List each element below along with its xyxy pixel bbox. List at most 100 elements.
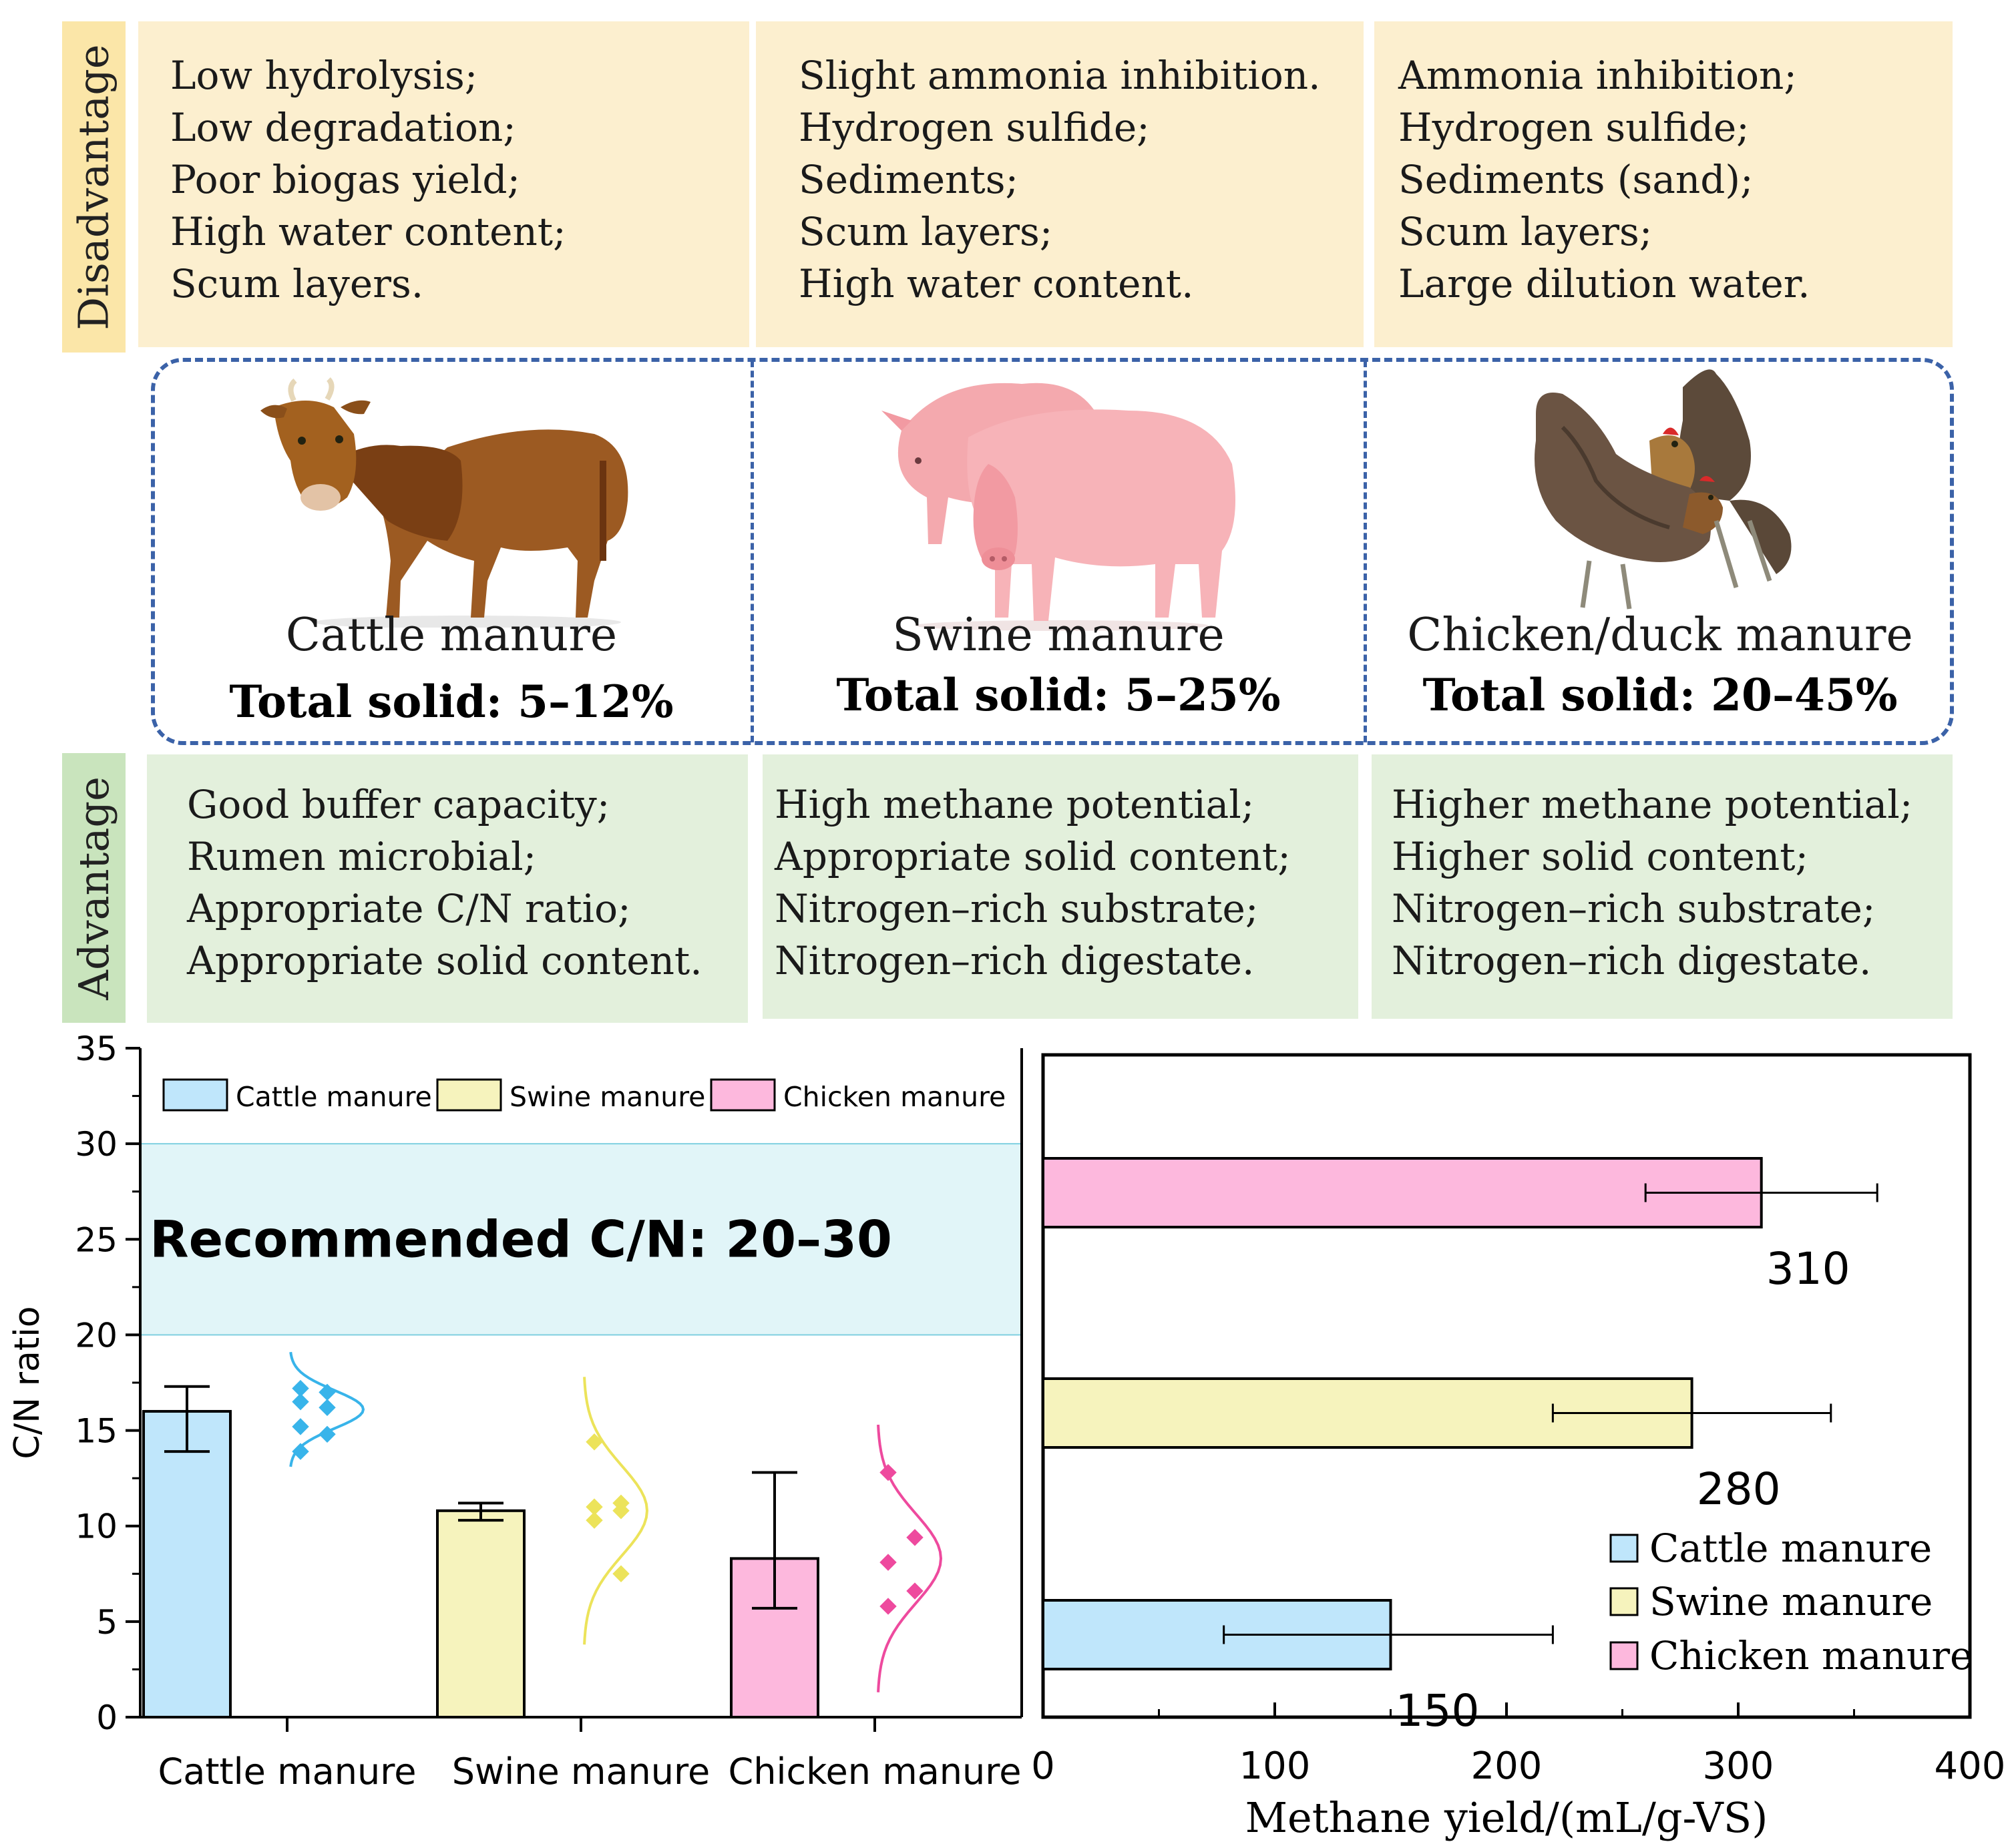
advantage-box-swine: High methane potential; Appropriate soli…	[763, 754, 1358, 1019]
legend-swatch	[710, 1078, 776, 1112]
animal-name-swine: Swine manure	[892, 609, 1225, 662]
advantage-item: High methane potential;	[775, 782, 1255, 827]
data-point	[612, 1565, 630, 1583]
advantage-item: Good buffer capacity;	[187, 782, 610, 827]
recommended-band	[140, 1143, 1022, 1336]
y-tick-label: 25	[75, 1220, 118, 1259]
data-label: 150	[1396, 1685, 1480, 1737]
x-tick-label: 200	[1471, 1745, 1543, 1788]
x-tick-label: Swine manure	[452, 1751, 710, 1793]
disadvantage-box-swine: Slight ammonia inhibition. Hydrogen sulf…	[756, 21, 1364, 347]
bar-cattle-manure	[1042, 1599, 1392, 1670]
advantage-item: Higher solid content;	[1392, 834, 1809, 879]
y-tick-label: 5	[96, 1603, 118, 1642]
disadvantage-box-cattle: Low hydrolysis; Low degradation; Poor bi…	[138, 21, 749, 347]
disadvantage-item: Large dilution water.	[1398, 261, 1810, 306]
data-point	[879, 1554, 897, 1571]
advantage-item: Nitrogen–rich substrate;	[1392, 886, 1876, 931]
legend-swatch	[1609, 1587, 1639, 1616]
legend-label: Swine manure	[1649, 1579, 1933, 1624]
legend-swatch	[436, 1078, 502, 1112]
data-point	[879, 1598, 897, 1615]
advantage-box-chicken: Higher methane potential; Higher solid c…	[1372, 754, 1953, 1019]
disadvantage-item: Poor biogas yield;	[170, 157, 521, 202]
y-tick-label: 35	[75, 1029, 118, 1068]
panel-divider	[1364, 361, 1367, 742]
data-point	[586, 1512, 603, 1529]
chicken-icon	[1535, 369, 1792, 610]
disadvantage-item: High water content.	[799, 261, 1194, 306]
disadvantage-item: Ammonia inhibition;	[1398, 53, 1797, 98]
total-solid-chicken: Total solid: 20–45%	[1422, 669, 1898, 721]
legend-swatch	[1609, 1534, 1639, 1563]
x-tick-label: Chicken manure	[729, 1751, 1022, 1793]
data-label: 310	[1766, 1243, 1850, 1295]
panel-divider	[751, 361, 754, 742]
disadvantage-item: Slight ammonia inhibition.	[799, 53, 1321, 98]
legend-label: Chicken manure	[1649, 1633, 1973, 1678]
advantage-item: Appropriate solid content.	[187, 938, 702, 983]
y-tick-label: 30	[75, 1125, 118, 1164]
legend-label: Cattle manure	[1649, 1526, 1932, 1571]
data-label: 280	[1697, 1463, 1781, 1515]
disadvantage-box-chicken: Ammonia inhibition; Hydrogen sulfide; Se…	[1374, 21, 1953, 347]
disadvantage-item: Low hydrolysis;	[170, 53, 478, 98]
data-point	[292, 1418, 309, 1435]
bar-cattle-manure	[142, 1409, 232, 1718]
cow-icon	[260, 377, 628, 628]
x-axis-label: Methane yield/(mL/g-VS)	[1245, 1793, 1768, 1842]
advantage-item: Appropriate solid content;	[775, 834, 1291, 879]
disadvantage-item: Scum layers.	[170, 261, 424, 306]
y-tick-label: 15	[75, 1412, 118, 1451]
x-tick-label: 400	[1935, 1745, 2006, 1788]
advantage-item: Higher methane potential;	[1392, 782, 1913, 827]
legend-label: Cattle manure	[236, 1081, 432, 1113]
y-tick-label: 0	[96, 1698, 118, 1737]
legend-swatch	[1609, 1641, 1639, 1670]
total-solid-swine: Total solid: 5–25%	[836, 669, 1281, 721]
x-tick-label: 100	[1239, 1745, 1311, 1788]
x-tick-label: Cattle manure	[158, 1751, 417, 1793]
data-point	[319, 1399, 336, 1416]
disadvantage-item: Low degradation;	[170, 105, 516, 150]
legend-label: Swine manure	[510, 1081, 705, 1113]
disadvantage-item: Sediments;	[799, 157, 1019, 202]
data-point	[292, 1393, 309, 1411]
disadvantage-item: Scum layers;	[799, 209, 1053, 254]
bar-chicken-manure	[1042, 1157, 1763, 1228]
x-tick-label: 300	[1703, 1745, 1774, 1788]
bar-chicken-manure	[730, 1557, 819, 1719]
animal-name-cattle: Cattle manure	[285, 609, 618, 662]
density-curve	[877, 1424, 943, 1692]
legend-label: Chicken manure	[783, 1081, 1006, 1113]
disadvantage-item: Scum layers;	[1398, 209, 1653, 254]
y-tick-label: 20	[75, 1316, 118, 1355]
data-point	[906, 1529, 924, 1546]
bar-swine-manure	[436, 1509, 526, 1718]
disadvantage-item: Hydrogen sulfide;	[799, 105, 1150, 150]
density-curve	[583, 1377, 649, 1645]
animal-name-chicken: Chicken/duck manure	[1407, 609, 1913, 662]
disadvantage-item: Sediments (sand);	[1398, 157, 1754, 202]
recommended-band-label: Recommended C/N: 20–30	[150, 1209, 892, 1268]
methane-yield-chart: 150 280 310 0 100 200 300 400 Methane yield/(m…	[1031, 1053, 2006, 1842]
advantage-item: Nitrogen–rich substrate;	[775, 886, 1259, 931]
cn-ratio-chart: Recommended C/N: 20–30 0 5 10 15 20 25 30 35 Ca…	[7, 1029, 1023, 1793]
disadvantage-label: Disadvantage	[62, 21, 126, 353]
advantage-box-cattle: Good buffer capacity; Rumen microbial; A…	[147, 754, 748, 1023]
advantage-item: Nitrogen–rich digestate.	[775, 938, 1255, 983]
total-solid-cattle: Total solid: 5–12%	[229, 676, 674, 728]
pig-icon	[881, 383, 1235, 631]
disadvantage-item: Hydrogen sulfide;	[1398, 105, 1750, 150]
advantage-item: Appropriate C/N ratio;	[187, 886, 631, 931]
advantage-label: Advantage	[62, 753, 126, 1023]
x-tick-label: 0	[1031, 1745, 1055, 1788]
legend-swatch	[162, 1078, 228, 1112]
data-point	[292, 1443, 309, 1460]
advantage-item: Rumen microbial;	[187, 834, 537, 879]
advantage-item: Nitrogen–rich digestate.	[1392, 938, 1872, 983]
disadvantage-item: High water content;	[170, 209, 566, 254]
data-point	[612, 1502, 630, 1520]
y-tick-label: 10	[75, 1508, 118, 1546]
density-curve	[289, 1351, 365, 1467]
